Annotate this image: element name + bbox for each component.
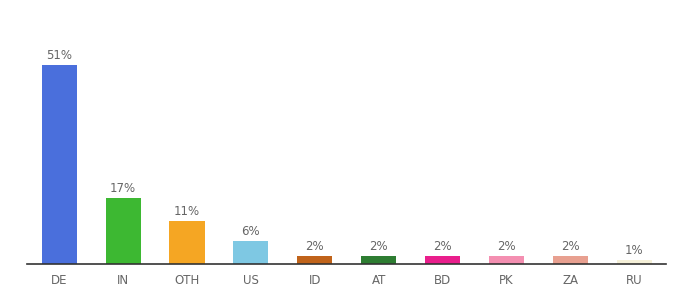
Text: 51%: 51% bbox=[46, 50, 72, 62]
Bar bbox=[169, 221, 205, 264]
Text: 2%: 2% bbox=[497, 241, 516, 254]
Text: 11%: 11% bbox=[174, 206, 200, 218]
Text: 2%: 2% bbox=[561, 241, 580, 254]
Bar bbox=[425, 256, 460, 264]
Bar bbox=[617, 260, 652, 264]
Bar bbox=[41, 65, 77, 264]
Text: 6%: 6% bbox=[241, 225, 260, 238]
Bar bbox=[233, 241, 269, 264]
Text: 2%: 2% bbox=[369, 241, 388, 254]
Bar bbox=[105, 198, 141, 264]
Text: 1%: 1% bbox=[625, 244, 644, 257]
Bar bbox=[297, 256, 333, 264]
Text: 17%: 17% bbox=[110, 182, 136, 195]
Bar bbox=[553, 256, 588, 264]
Text: 2%: 2% bbox=[305, 241, 324, 254]
Bar bbox=[489, 256, 524, 264]
Bar bbox=[361, 256, 396, 264]
Text: 2%: 2% bbox=[433, 241, 452, 254]
